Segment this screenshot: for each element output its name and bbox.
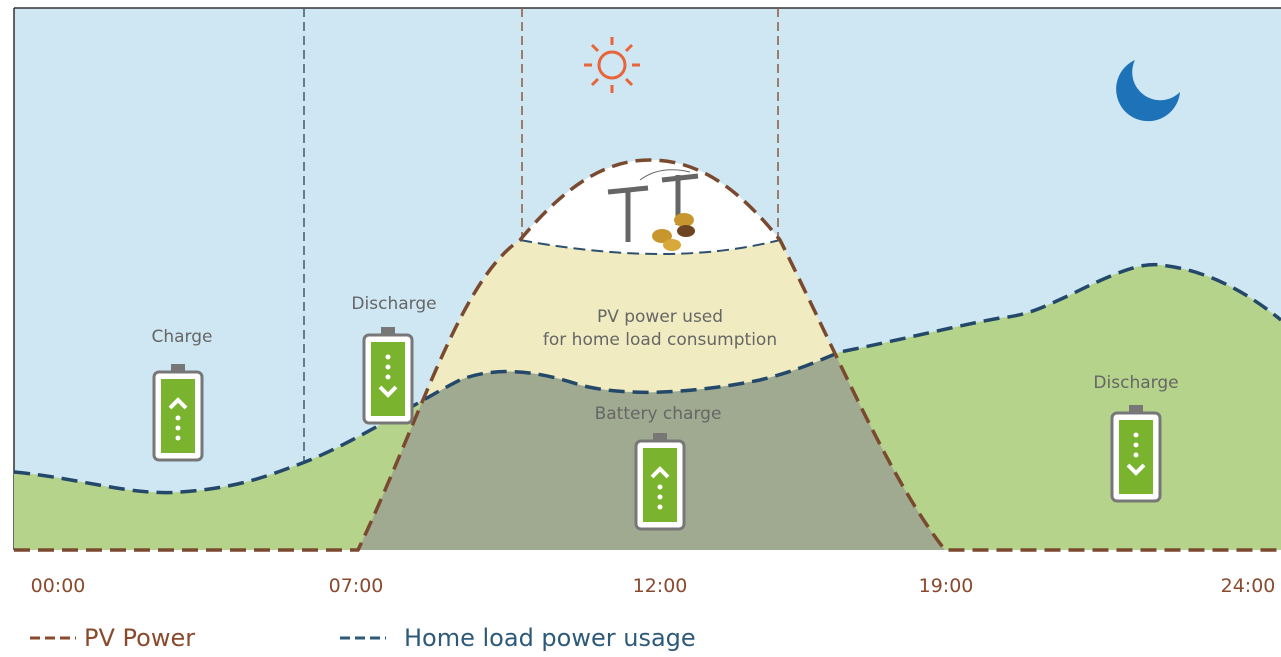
label: Discharge — [1093, 373, 1178, 393]
label: Discharge — [351, 294, 436, 314]
legend-label: PV Power — [84, 624, 195, 652]
time-label: 00:00 — [31, 575, 86, 597]
battery-icon — [636, 433, 684, 529]
label: Charge — [151, 327, 212, 347]
time-label: 19:00 — [919, 575, 974, 597]
legend-label: Home load power usage — [404, 624, 696, 652]
time-label: 24:00 — [1221, 575, 1276, 597]
time-label: 07:00 — [329, 575, 384, 597]
time-label: 12:00 — [633, 575, 688, 597]
battery-icon — [1112, 405, 1160, 501]
label: PV power used — [597, 307, 723, 327]
battery-icon — [154, 364, 202, 460]
battery-icon — [364, 327, 412, 423]
label: Battery charge — [595, 404, 722, 424]
diagram: Charge Discharge PV power used for home … — [0, 0, 1281, 657]
label: for home load consumption — [543, 330, 777, 350]
